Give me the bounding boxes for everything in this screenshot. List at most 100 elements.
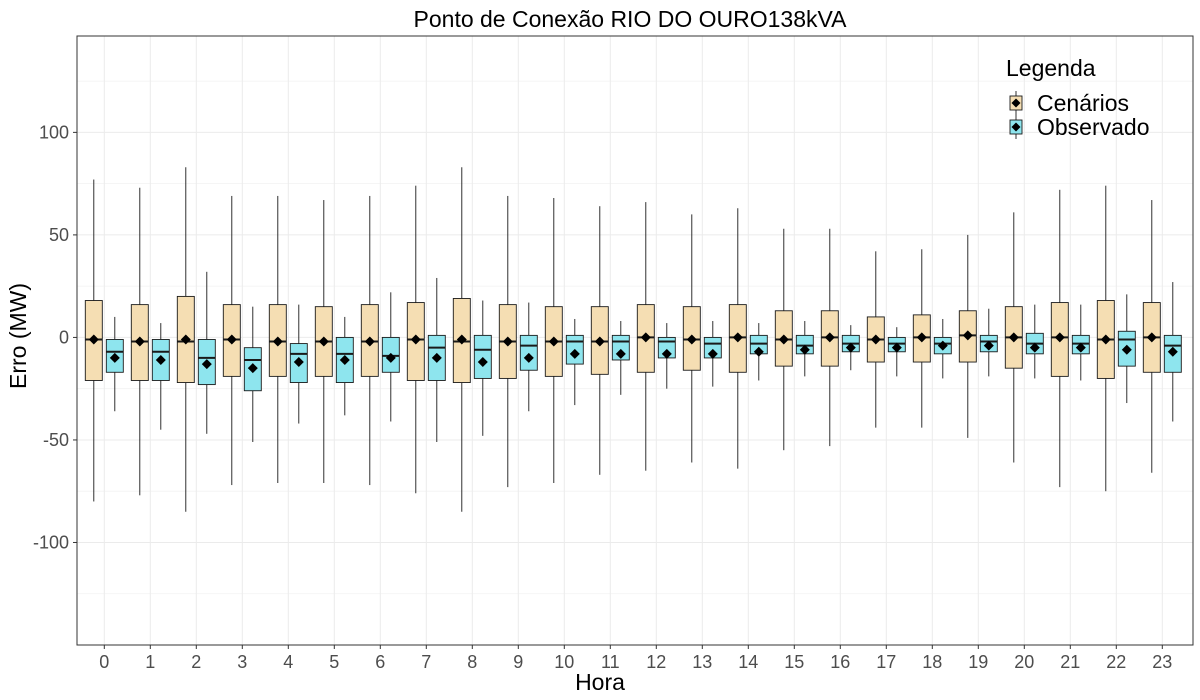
box-observado-19 xyxy=(979,308,998,377)
mean-marker xyxy=(615,348,626,359)
mean-marker xyxy=(134,336,145,347)
box-observado-9 xyxy=(519,302,538,412)
mean-marker xyxy=(502,336,513,347)
plot-panel-border xyxy=(76,35,1194,646)
mean-marker xyxy=(661,348,672,359)
x-tick-label: 19 xyxy=(968,652,988,672)
box-observado-15 xyxy=(795,321,814,377)
box-cenarios-7 xyxy=(406,185,425,494)
box-cenarios-0 xyxy=(84,179,103,502)
box-cenarios-3 xyxy=(222,195,241,486)
mean-marker xyxy=(686,334,697,345)
x-tick-label: 5 xyxy=(329,652,339,672)
x-tick-label: 22 xyxy=(1106,652,1126,672)
box-iqr xyxy=(473,334,492,379)
x-tick-label: 9 xyxy=(513,652,523,672)
box-observado-18 xyxy=(933,318,952,379)
legend-key-cenarios xyxy=(1009,91,1023,115)
mean-marker xyxy=(226,334,237,345)
x-tick-label: 18 xyxy=(922,652,942,672)
box-cenarios-15 xyxy=(774,228,793,451)
mean-marker xyxy=(1146,332,1157,343)
y-tick-label: 50 xyxy=(49,225,69,245)
x-tick-label: 21 xyxy=(1060,652,1080,672)
mean-marker xyxy=(456,334,467,345)
legend-label: Observado xyxy=(1037,114,1150,140)
x-tick-label: 0 xyxy=(99,652,109,672)
box-observado-10 xyxy=(565,318,584,406)
x-tick-label: 12 xyxy=(646,652,666,672)
mean-marker xyxy=(824,332,835,343)
box-observado-12 xyxy=(657,323,676,389)
box-cenarios-11 xyxy=(590,206,609,475)
mean-marker xyxy=(364,336,375,347)
mean-marker xyxy=(477,357,488,368)
x-tick-label: 3 xyxy=(237,652,247,672)
mean-marker xyxy=(594,336,605,347)
mean-marker xyxy=(1167,346,1178,357)
x-tick-label: 4 xyxy=(283,652,293,672)
x-tick-label: 1 xyxy=(145,652,155,672)
box-observado-16 xyxy=(841,325,860,371)
box-layer xyxy=(84,167,1182,512)
y-tick-label: -100 xyxy=(33,532,69,552)
box-observado-13 xyxy=(703,321,722,387)
grid-layer xyxy=(77,36,1193,645)
x-tick-label: 23 xyxy=(1152,652,1172,672)
x-tick-label: 10 xyxy=(554,652,574,672)
mean-marker xyxy=(845,342,856,353)
box-observado-8 xyxy=(473,300,492,436)
y-axis-title: Erro (MW) xyxy=(5,283,31,389)
x-tick-label: 11 xyxy=(601,652,620,672)
box-cenarios-2 xyxy=(176,167,195,512)
y-tick-label: -50 xyxy=(43,430,69,450)
box-cenarios-19 xyxy=(958,234,977,438)
x-tick-label: 6 xyxy=(375,652,385,672)
mean-marker xyxy=(640,332,651,343)
legend-title: Legenda xyxy=(1006,55,1096,81)
mean-marker xyxy=(201,359,212,370)
box-cenarios-8 xyxy=(452,167,471,512)
box-cenarios-13 xyxy=(682,214,701,463)
box-cenarios-16 xyxy=(820,228,839,447)
mean-marker xyxy=(180,334,191,345)
box-observado-21 xyxy=(1071,304,1090,381)
mean-marker xyxy=(272,336,283,347)
x-axis-title: Hora xyxy=(575,669,625,695)
mean-marker xyxy=(410,334,421,345)
box-observado-4 xyxy=(289,304,308,424)
box-iqr xyxy=(519,334,538,371)
y-tick-label: 0 xyxy=(59,327,69,347)
box-observado-1 xyxy=(151,323,170,430)
legend-label: Cenários xyxy=(1037,90,1129,116)
mean-marker xyxy=(431,352,442,363)
y-tick-label: 100 xyxy=(39,122,69,142)
x-tick-label: 7 xyxy=(421,652,431,672)
box-observado-7 xyxy=(427,277,446,442)
legend-key-diamond xyxy=(1011,98,1021,108)
box-cenarios-18 xyxy=(912,249,931,428)
box-cenarios-23 xyxy=(1142,200,1161,473)
box-cenarios-6 xyxy=(360,195,379,486)
box-observado-11 xyxy=(611,321,630,395)
mean-marker xyxy=(870,334,881,345)
box-observado-14 xyxy=(749,323,768,381)
box-observado-3 xyxy=(243,306,262,442)
mean-marker xyxy=(778,334,789,345)
box-observado-23 xyxy=(1163,282,1182,422)
box-cenarios-4 xyxy=(268,195,287,484)
x-tick-label: 15 xyxy=(784,652,804,672)
mean-marker xyxy=(1008,332,1019,343)
box-observado-17 xyxy=(887,327,906,377)
box-cenarios-22 xyxy=(1096,185,1115,492)
x-tick-label: 20 xyxy=(1014,652,1034,672)
mean-marker xyxy=(732,332,743,343)
legend-key-diamond xyxy=(1011,122,1021,132)
mean-marker xyxy=(293,357,304,368)
mean-marker xyxy=(155,354,166,365)
mean-marker xyxy=(569,348,580,359)
mean-marker xyxy=(88,334,99,345)
box-observado-6 xyxy=(381,292,400,422)
